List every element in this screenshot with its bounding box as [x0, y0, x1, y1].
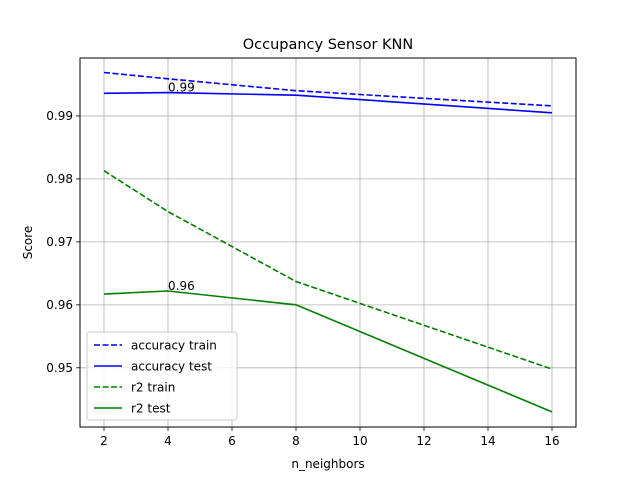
x-tick-label: 2: [100, 434, 108, 448]
legend-box: [86, 331, 238, 421]
legend-label: r2 test: [131, 402, 171, 416]
series-line-r2-test: [103, 290, 553, 413]
y-tick-label: 0.98: [46, 172, 73, 186]
x-tick-label: 16: [544, 434, 559, 448]
x-tick-label: 10: [352, 434, 367, 448]
y-axis-ticks: 0.95 0.96 0.97 0.98 0.99: [46, 109, 80, 375]
y-tick-label: 0.99: [46, 109, 73, 123]
chart-title: Occupancy Sensor KNN: [243, 37, 414, 53]
series-line-r2-train: [103, 170, 553, 370]
legend: accuracy train accuracy test r2 train r2 te…: [86, 331, 238, 421]
y-tick-label: 0.96: [46, 298, 73, 312]
y-axis-label: Score: [21, 226, 35, 260]
plot-frame: [79, 57, 577, 428]
annotation-label: 0.99: [168, 81, 195, 95]
x-axis-label: n_neighbors: [291, 457, 364, 471]
series-line-accuracy-test: [103, 91, 553, 114]
annotations: 0.99 0.96: [168, 81, 195, 293]
legend-label: accuracy test: [131, 360, 212, 374]
legend-label: r2 train: [131, 381, 175, 395]
y-tick-label: 0.97: [46, 235, 73, 249]
y-tick-label: 0.95: [46, 361, 73, 375]
x-tick-label: 14: [480, 434, 495, 448]
annotation-label: 0.96: [168, 279, 195, 293]
series-lines: [103, 71, 553, 413]
x-tick-label: 8: [292, 434, 300, 448]
x-tick-label: 6: [228, 434, 236, 448]
legend-label: accuracy train: [131, 339, 217, 353]
x-axis-ticks: 2 4 6 8 10 12 14 16: [100, 427, 560, 448]
x-tick-label: 4: [164, 434, 172, 448]
x-tick-label: 12: [416, 434, 431, 448]
series-line-accuracy-train: [103, 71, 553, 107]
